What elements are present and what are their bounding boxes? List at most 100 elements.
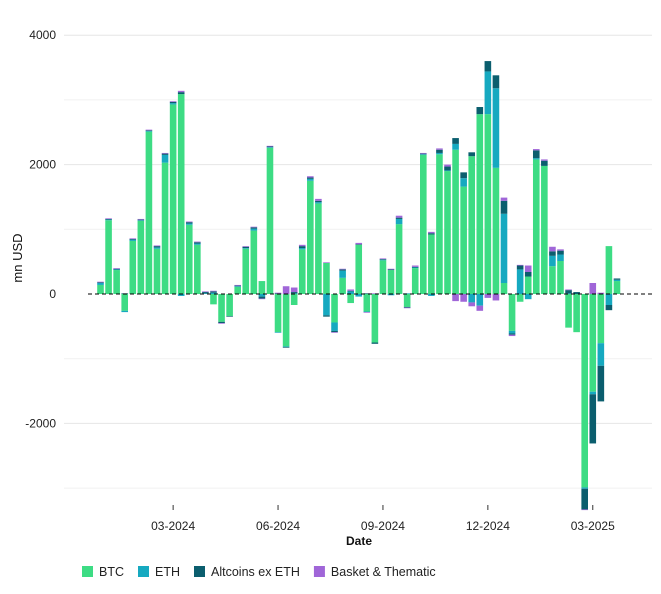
bar-eth <box>444 170 451 172</box>
bar-btc <box>573 294 580 333</box>
y-tick-label: 2000 <box>29 158 56 172</box>
y-tick-label: 0 <box>49 287 56 301</box>
bar-basket-thematic <box>266 145 274 147</box>
x-tick-label: 03-2024 <box>151 519 195 533</box>
bar-basket-thematic <box>484 294 492 298</box>
bar-basket-thematic <box>185 221 193 223</box>
bar-basket-thematic <box>137 218 145 220</box>
bar-basket-thematic <box>202 291 209 293</box>
bar-eth <box>250 228 258 231</box>
bar-btc <box>307 180 314 294</box>
bar-altcoins-ex-eth <box>323 315 330 317</box>
bar-altcoins-ex-eth <box>589 394 597 444</box>
bar-eth <box>387 294 395 296</box>
legend-swatch <box>313 566 325 577</box>
bar-basket-thematic <box>500 197 508 201</box>
bar-eth <box>331 322 338 331</box>
bar-btc <box>371 294 379 343</box>
bar-eth <box>549 255 556 267</box>
bar-btc <box>194 244 201 294</box>
bar-altcoins-ex-eth <box>420 153 427 155</box>
bar-eth <box>137 220 145 221</box>
bar-eth <box>194 243 201 245</box>
bar-btc <box>315 203 322 294</box>
legend-swatch <box>138 566 149 577</box>
bar-altcoins-ex-eth <box>573 292 580 294</box>
bar-eth <box>355 294 363 297</box>
bar-altcoins-ex-eth <box>460 172 467 179</box>
bar-btc <box>395 224 403 294</box>
bar-btc <box>605 246 613 294</box>
bar-basket-thematic <box>428 231 435 234</box>
bar-eth <box>452 143 459 150</box>
x-axis-title: Date <box>346 534 372 548</box>
bar-eth <box>282 346 290 348</box>
bar-basket-thematic <box>452 294 459 302</box>
bar-btc <box>549 266 556 294</box>
bar-eth <box>169 103 177 105</box>
bar-btc <box>597 294 605 344</box>
bar-btc <box>565 294 572 328</box>
bar-basket-thematic <box>460 294 467 302</box>
y-tick-label: 4000 <box>29 28 56 42</box>
bar-btc <box>557 261 564 294</box>
bar-basket-thematic <box>395 215 403 218</box>
bar-altcoins-ex-eth <box>161 153 169 155</box>
bar-btc <box>234 286 241 294</box>
bar-basket-thematic <box>218 323 225 324</box>
legend-label: ETH <box>155 565 180 579</box>
bar-altcoins-ex-eth <box>298 246 306 249</box>
bar-btc <box>460 186 467 294</box>
bar-eth <box>105 219 112 221</box>
bar-btc <box>290 294 298 305</box>
legend: BTC ETH Altcoins ex ETH Basket & Thematic <box>82 565 436 579</box>
bar-basket-thematic <box>169 101 177 102</box>
bar-eth <box>153 247 161 249</box>
bar-altcoins-ex-eth <box>218 321 225 324</box>
bar-altcoins-ex-eth <box>371 342 379 344</box>
bar-btc <box>476 114 484 294</box>
bar-btc <box>129 240 137 294</box>
bar-eth <box>403 293 411 294</box>
bar-btc <box>185 224 193 294</box>
bar-btc <box>387 270 395 294</box>
bar-eth <box>613 279 621 282</box>
bar-eth <box>121 310 129 313</box>
x-tick-label: 12-2024 <box>466 519 510 533</box>
bar-basket-thematic <box>331 332 338 333</box>
bar-altcoins-ex-eth <box>541 160 548 166</box>
bar-btc <box>420 154 427 294</box>
bar-altcoins-ex-eth <box>516 265 524 270</box>
bar-altcoins-ex-eth <box>331 330 338 333</box>
bar-altcoins-ex-eth <box>508 333 516 335</box>
bar-btc <box>468 156 476 294</box>
bar-btc <box>258 281 266 294</box>
bar-btc <box>500 283 508 294</box>
bar-basket-thematic <box>282 286 290 294</box>
bar-altcoins-ex-eth <box>307 177 314 179</box>
bar-basket-thematic <box>589 283 597 294</box>
legend-label: Basket & Thematic <box>331 565 436 579</box>
bar-btc <box>508 294 516 331</box>
bar-eth <box>210 292 217 294</box>
bar-eth <box>492 88 500 168</box>
bar-btc <box>266 147 274 294</box>
bar-eth <box>500 213 508 283</box>
bar-altcoins-ex-eth <box>113 268 120 270</box>
bar-basket-thematic <box>403 307 411 309</box>
bar-btc <box>161 162 169 294</box>
bar-eth <box>395 218 403 225</box>
bar-altcoins-ex-eth <box>411 266 419 268</box>
y-axis-title: mn USD <box>10 233 25 282</box>
bar-eth <box>274 332 282 333</box>
bar-eth <box>597 343 605 366</box>
bar-btc <box>484 114 492 294</box>
bar-altcoins-ex-eth <box>597 365 605 402</box>
x-tick-label: 03-2025 <box>571 519 615 533</box>
bar-basket-thematic <box>105 218 112 219</box>
bar-eth <box>323 294 330 316</box>
bar-altcoins-ex-eth <box>290 292 298 294</box>
bar-altcoins-ex-eth <box>468 152 476 157</box>
bar-eth <box>420 154 427 155</box>
